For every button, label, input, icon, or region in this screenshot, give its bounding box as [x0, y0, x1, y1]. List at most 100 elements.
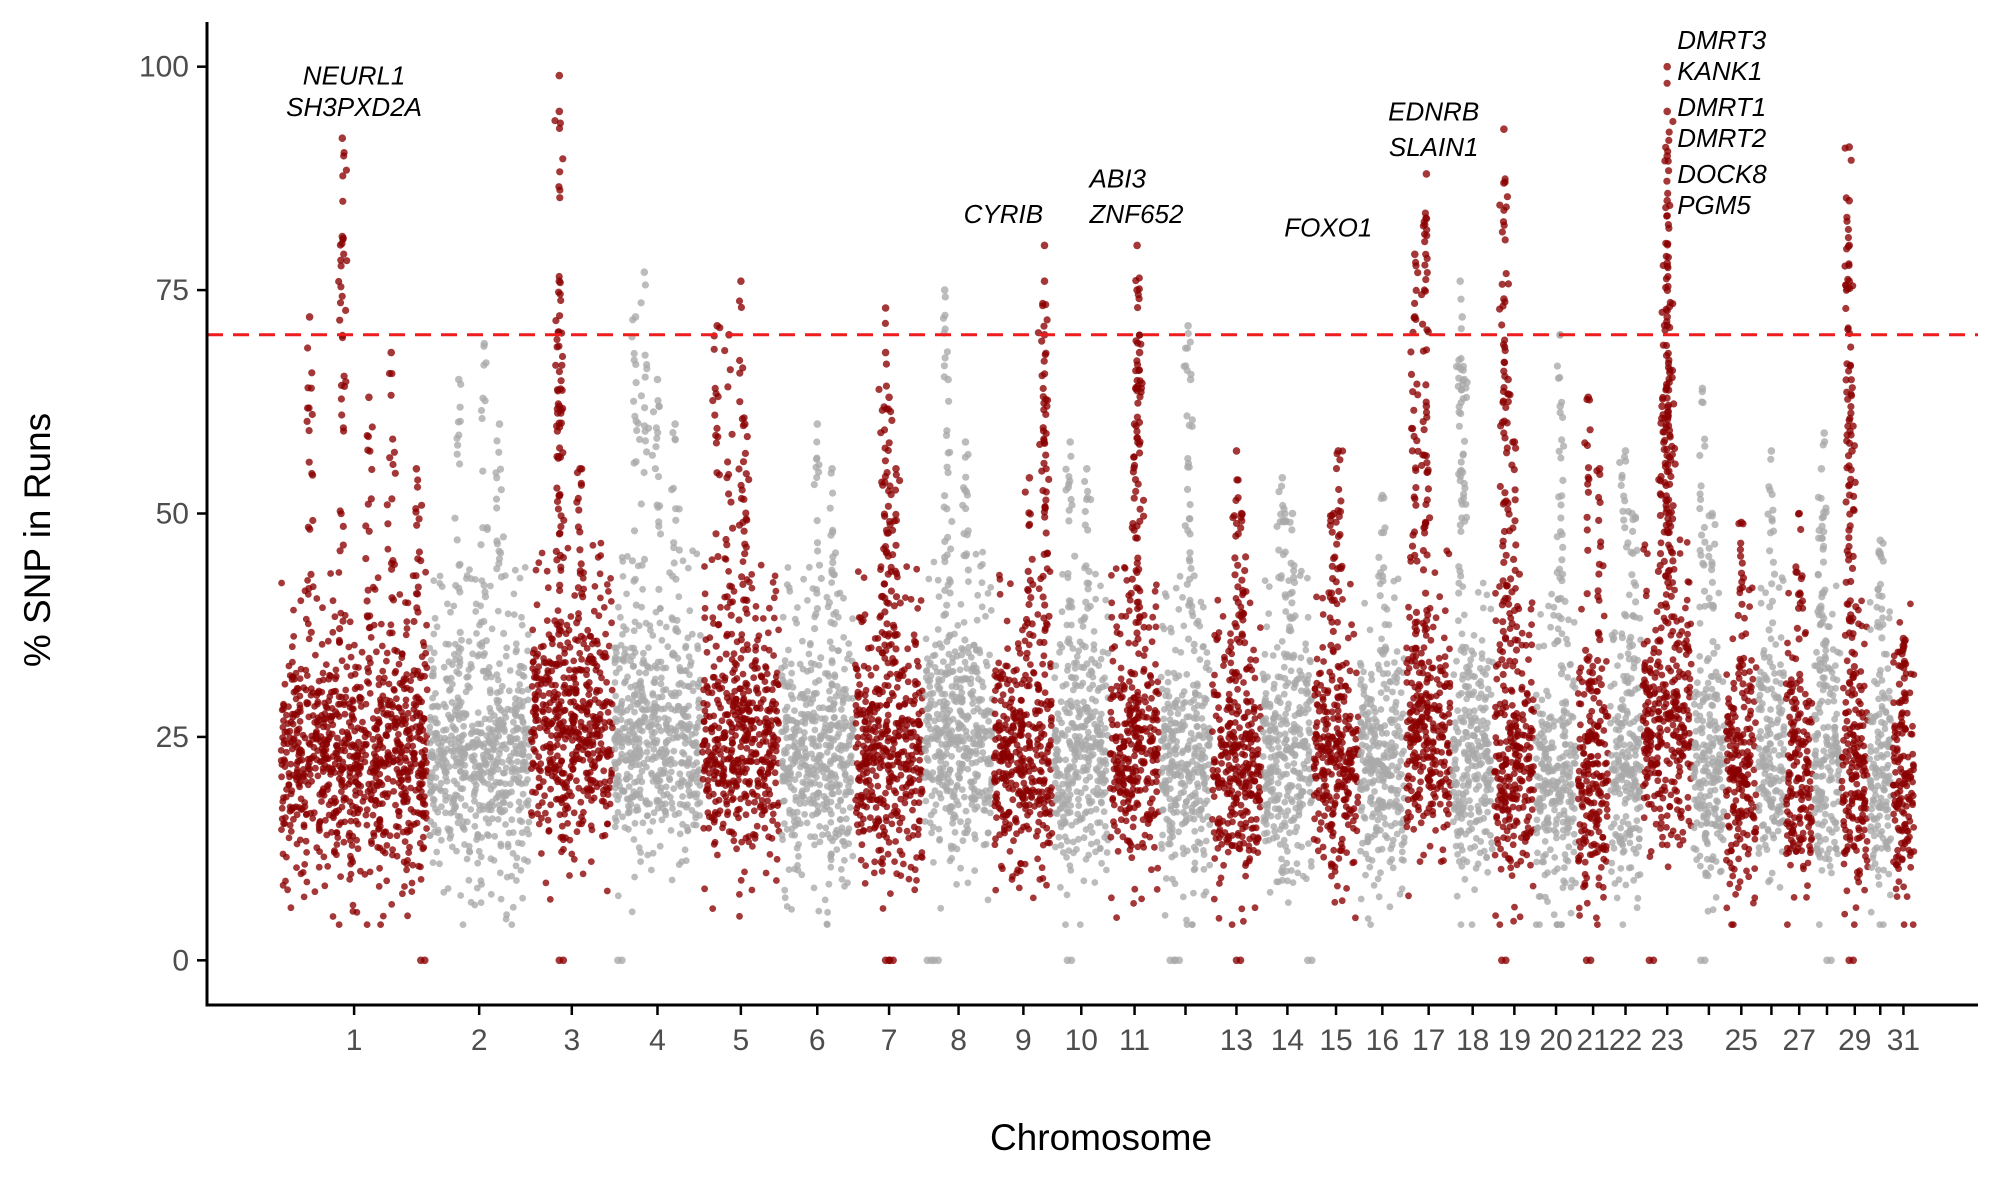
snp-point	[342, 378, 350, 386]
snp-point	[655, 777, 663, 785]
snp-point	[376, 864, 383, 872]
snp-point	[410, 617, 418, 626]
snp-point	[399, 890, 406, 898]
snp-point	[510, 718, 517, 726]
snp-point	[404, 912, 411, 920]
snp-point	[611, 656, 619, 664]
snp-point	[932, 801, 940, 808]
snp-point	[472, 608, 480, 615]
snp-point	[821, 896, 829, 904]
snp-point	[804, 710, 812, 718]
snp-point	[362, 555, 370, 563]
snp-point	[739, 670, 747, 678]
snp-point	[856, 711, 864, 718]
snp-point	[743, 596, 751, 605]
snp-point	[781, 662, 789, 670]
snp-point	[829, 553, 837, 561]
snp-point	[530, 658, 537, 666]
snp-point	[377, 620, 385, 628]
snp-point	[309, 516, 317, 525]
snp-point	[893, 684, 901, 691]
snp-point	[556, 312, 564, 320]
snp-point	[840, 634, 848, 641]
snp-point	[278, 826, 285, 833]
snp-point	[339, 522, 347, 531]
snp-point	[436, 572, 444, 580]
snp-point	[578, 656, 585, 663]
snp-point	[789, 695, 797, 703]
snp-point	[327, 570, 334, 577]
snp-point	[363, 612, 371, 620]
snp-point	[297, 665, 305, 673]
snp-point	[685, 770, 693, 778]
snp-point	[493, 671, 501, 679]
snp-point	[670, 559, 678, 567]
snp-point	[802, 752, 810, 760]
snp-point	[544, 584, 552, 592]
snp-point	[675, 593, 683, 601]
snp-point	[931, 717, 939, 725]
snp-point	[379, 667, 387, 675]
snp-point	[757, 561, 765, 569]
snp-point	[907, 863, 915, 871]
snp-point	[756, 705, 764, 712]
snp-point	[324, 765, 332, 773]
snp-point	[750, 807, 758, 815]
snp-point	[453, 536, 461, 544]
snp-point	[799, 637, 806, 645]
peak-point	[631, 313, 640, 321]
snp-point	[572, 686, 580, 694]
snp-point	[430, 577, 438, 584]
snp-point	[934, 576, 942, 584]
snp-point	[321, 882, 329, 890]
snp-point	[715, 700, 723, 708]
snp-point	[518, 621, 526, 629]
snp-point	[770, 652, 777, 659]
snp-point	[556, 761, 564, 768]
snp-point	[991, 710, 999, 718]
chromosome-6-points	[778, 420, 857, 928]
snp-point	[558, 822, 566, 830]
snp-point	[770, 733, 778, 741]
snp-point	[382, 732, 390, 739]
snp-point	[287, 760, 295, 768]
snp-point	[363, 597, 371, 605]
peak-point	[455, 375, 463, 384]
snp-point	[329, 597, 337, 605]
snp-point	[568, 850, 576, 858]
snp-point	[733, 845, 740, 853]
snp-point	[650, 809, 658, 817]
snp-point	[701, 614, 709, 622]
snp-point	[693, 778, 701, 786]
snp-point	[500, 629, 508, 638]
snp-point	[731, 659, 739, 667]
snp-point	[575, 610, 582, 617]
snp-point	[474, 720, 482, 728]
snp-point	[924, 757, 932, 764]
snp-point	[509, 850, 517, 857]
peak-point	[555, 277, 564, 286]
snp-point	[497, 486, 505, 494]
snp-point	[924, 677, 932, 685]
snp-point	[841, 770, 849, 778]
snp-point	[336, 547, 344, 555]
snp-point	[726, 582, 734, 590]
snp-point	[553, 497, 562, 506]
snp-point	[517, 867, 525, 874]
snp-point	[451, 736, 458, 743]
snp-point	[971, 835, 979, 843]
snp-point	[673, 616, 681, 624]
chromosome-5-points	[699, 277, 783, 920]
snp-point	[828, 579, 836, 586]
snp-point	[306, 771, 314, 779]
snp-point	[336, 625, 344, 633]
snp-point	[330, 849, 338, 856]
snp-point	[761, 773, 768, 780]
peak-point	[338, 232, 347, 241]
snp-point	[286, 821, 294, 829]
snp-point	[338, 411, 346, 419]
snp-point	[879, 592, 887, 600]
snp-point	[459, 921, 467, 928]
snp-point	[874, 782, 882, 790]
